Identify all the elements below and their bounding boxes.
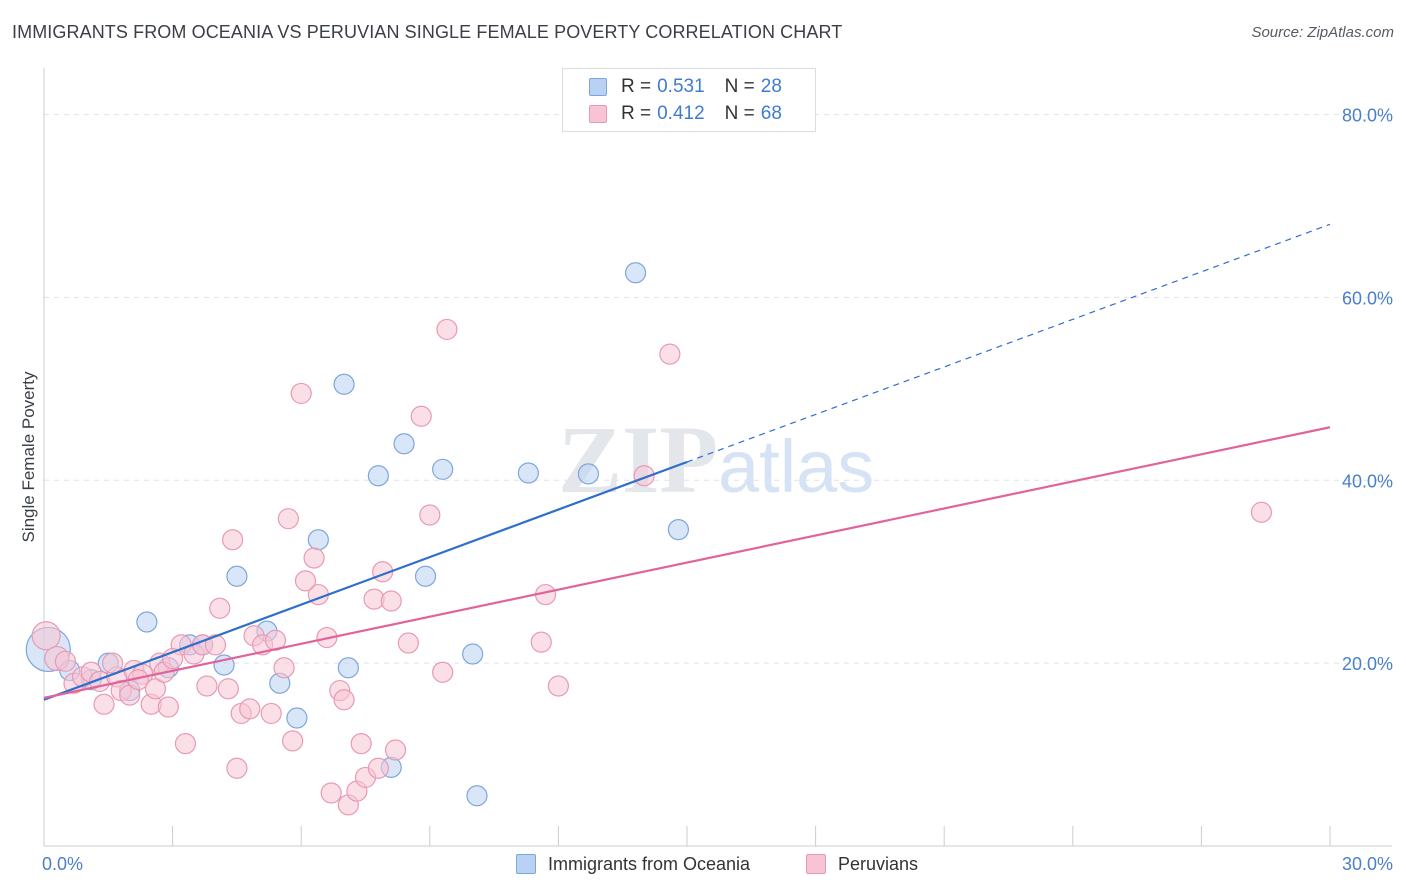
data-point xyxy=(294,570,317,592)
y-axis-title: Single Female Poverty xyxy=(19,371,38,543)
data-point xyxy=(239,698,261,720)
legend-n-value: 28 xyxy=(760,76,782,97)
data-point xyxy=(260,702,282,725)
data-point xyxy=(436,318,458,341)
x-tick-label: 30.0% xyxy=(1342,854,1393,874)
legend-r-value: 0.412 xyxy=(657,103,705,124)
legend-r-value: 0.531 xyxy=(657,76,705,97)
legend-n-label: N = xyxy=(724,103,755,124)
y-tick-label: 40.0% xyxy=(1342,471,1393,491)
data-point xyxy=(577,463,600,485)
source-label: Source: ZipAtlas.com xyxy=(1251,24,1394,41)
legend-r-label: R = xyxy=(621,76,652,97)
data-point xyxy=(462,643,484,665)
data-point xyxy=(157,696,179,718)
series-oceania-points xyxy=(25,262,690,807)
bottom-legend-swatch-oceania xyxy=(516,854,536,874)
legend-n-label: N = xyxy=(724,76,755,97)
data-point xyxy=(222,529,244,551)
data-point xyxy=(282,730,304,752)
data-point xyxy=(307,529,329,551)
watermark-zip: ZIP xyxy=(558,406,718,513)
bottom-legend-label-peruvians: Peruvians xyxy=(838,853,919,874)
data-point xyxy=(337,657,359,679)
data-point xyxy=(432,661,454,683)
axes xyxy=(43,68,1392,847)
legend-row-oceania: R = 0.531 N = 28 xyxy=(589,74,782,100)
data-point xyxy=(217,678,239,700)
data-point xyxy=(320,782,342,804)
data-point xyxy=(414,565,437,587)
data-point xyxy=(174,732,197,755)
data-point xyxy=(1250,501,1273,523)
data-point xyxy=(93,693,115,715)
data-point xyxy=(397,632,419,654)
data-point xyxy=(286,707,308,729)
data-point xyxy=(517,462,539,484)
data-point xyxy=(419,504,441,526)
data-point xyxy=(273,657,295,679)
y-tick-label: 20.0% xyxy=(1342,654,1393,674)
trend-lines xyxy=(43,223,1331,701)
y-tick-label: 80.0% xyxy=(1342,106,1393,126)
legend-r-label: R = xyxy=(621,103,652,124)
trend-line xyxy=(43,460,688,701)
data-point xyxy=(54,650,77,672)
watermark: ZIP atlas xyxy=(558,406,874,513)
legend-row-peruvians: R = 0.412 N = 68 xyxy=(589,101,782,127)
y-tick-label: 60.0% xyxy=(1342,288,1393,308)
data-point xyxy=(624,262,647,284)
data-point xyxy=(277,508,299,530)
data-point xyxy=(31,621,61,651)
tick-labels: 20.0% 40.0% 60.0% 80.0% 0.0% 30.0% xyxy=(42,106,1393,874)
data-point xyxy=(226,565,248,587)
data-point xyxy=(432,458,454,480)
data-point xyxy=(333,373,355,395)
bottom-legend-peruvians: Peruvians xyxy=(806,852,918,876)
data-point xyxy=(290,382,312,405)
bottom-legend-oceania: Immigrants from Oceania xyxy=(516,852,750,876)
x-tick-label: 0.0% xyxy=(42,854,83,874)
data-point xyxy=(667,519,690,541)
legend-n-value: 68 xyxy=(760,103,782,124)
data-point xyxy=(333,689,355,711)
data-point xyxy=(530,631,552,653)
data-point xyxy=(204,634,227,656)
data-point xyxy=(367,465,389,487)
legend-swatch-peruvians xyxy=(589,105,607,123)
data-point xyxy=(380,590,402,612)
watermark-atlas: atlas xyxy=(718,425,874,508)
data-point xyxy=(393,433,415,455)
grid-lines xyxy=(44,114,1392,664)
legend: R = 0.531 N = 28 R = 0.412 N = 68 xyxy=(562,68,816,132)
data-point xyxy=(144,678,167,700)
data-point xyxy=(350,732,372,755)
series-peruvians-points xyxy=(31,318,1273,816)
data-point xyxy=(384,739,407,761)
data-point xyxy=(101,652,124,674)
trend-line-extension xyxy=(686,223,1331,463)
data-point xyxy=(410,405,432,427)
data-point xyxy=(136,611,158,633)
data-point xyxy=(547,675,570,697)
bottom-legend-label-oceania: Immigrants from Oceania xyxy=(548,853,751,874)
chart-title: IMMIGRANTS FROM OCEANIA VS PERUVIAN SING… xyxy=(12,22,843,42)
data-point xyxy=(303,547,325,569)
data-point xyxy=(659,343,681,365)
data-point xyxy=(466,785,488,807)
trend-line xyxy=(43,426,1331,699)
data-point xyxy=(226,757,248,779)
data-point xyxy=(196,675,218,697)
data-point xyxy=(209,597,231,619)
legend-swatch-oceania xyxy=(589,78,607,96)
bottom-legend-swatch-peruvians xyxy=(806,854,826,874)
data-point xyxy=(367,757,389,779)
